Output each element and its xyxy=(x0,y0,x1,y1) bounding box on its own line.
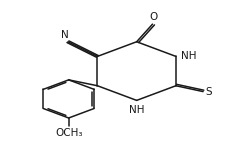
Text: NH: NH xyxy=(128,105,144,115)
Text: S: S xyxy=(204,87,211,97)
Text: NH: NH xyxy=(180,51,195,61)
Text: N: N xyxy=(61,30,69,40)
Text: O: O xyxy=(149,12,157,21)
Text: OCH₃: OCH₃ xyxy=(55,128,82,137)
